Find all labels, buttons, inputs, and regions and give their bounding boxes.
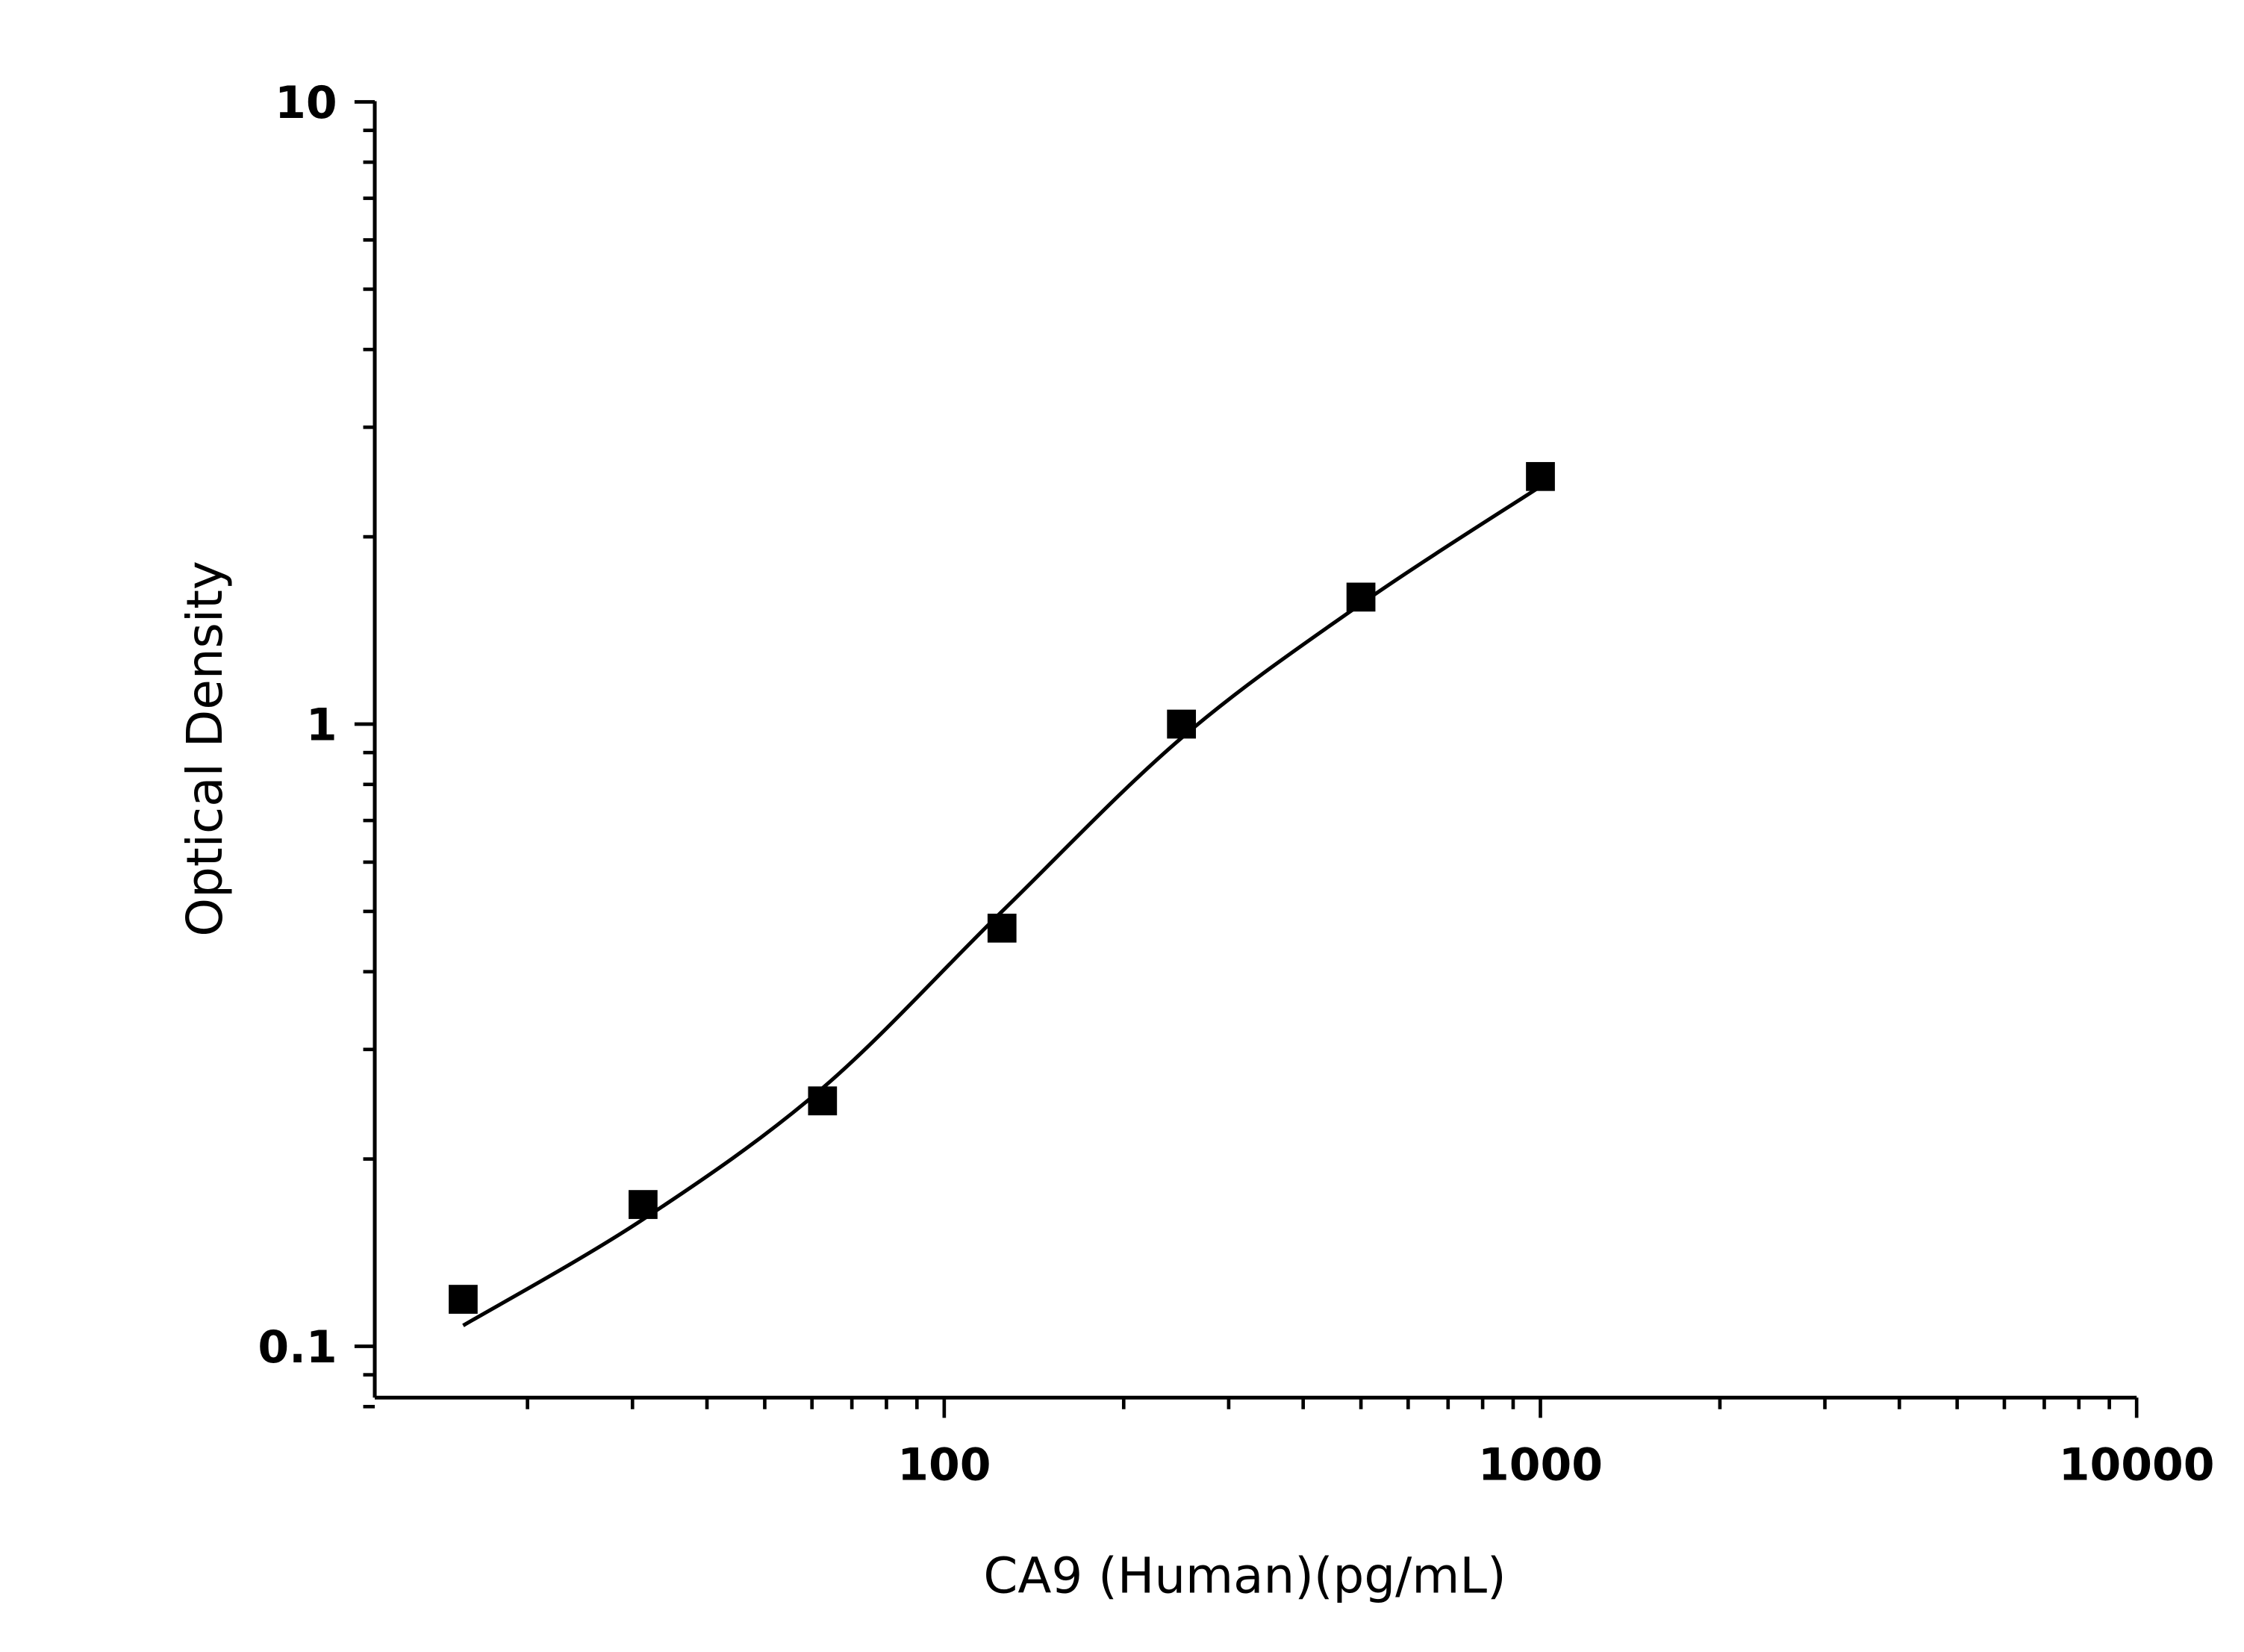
fit-curve: [462, 484, 1542, 1327]
data-point: [629, 1190, 658, 1219]
data-point: [987, 913, 1017, 943]
y-tick-label: 10: [275, 77, 337, 129]
data-point: [808, 1086, 838, 1116]
x-tick-label: 1000: [1478, 1439, 1603, 1492]
data-point: [449, 1285, 478, 1314]
axes: [354, 100, 2139, 1418]
y-tick-label: 0.1: [258, 1321, 337, 1374]
y-tick-label: 1: [306, 699, 337, 751]
x-tick-label: 10000: [2059, 1439, 2215, 1492]
data-point: [1167, 709, 1197, 739]
data-point: [1526, 461, 1555, 491]
data-point: [1346, 582, 1376, 612]
x-tick-label: 100: [897, 1439, 991, 1492]
y-axis-label: Optical Density: [176, 561, 234, 937]
data-points: [449, 461, 1555, 1314]
x-axis-label: CA9 (Human)(pg/mL): [983, 1547, 1506, 1605]
